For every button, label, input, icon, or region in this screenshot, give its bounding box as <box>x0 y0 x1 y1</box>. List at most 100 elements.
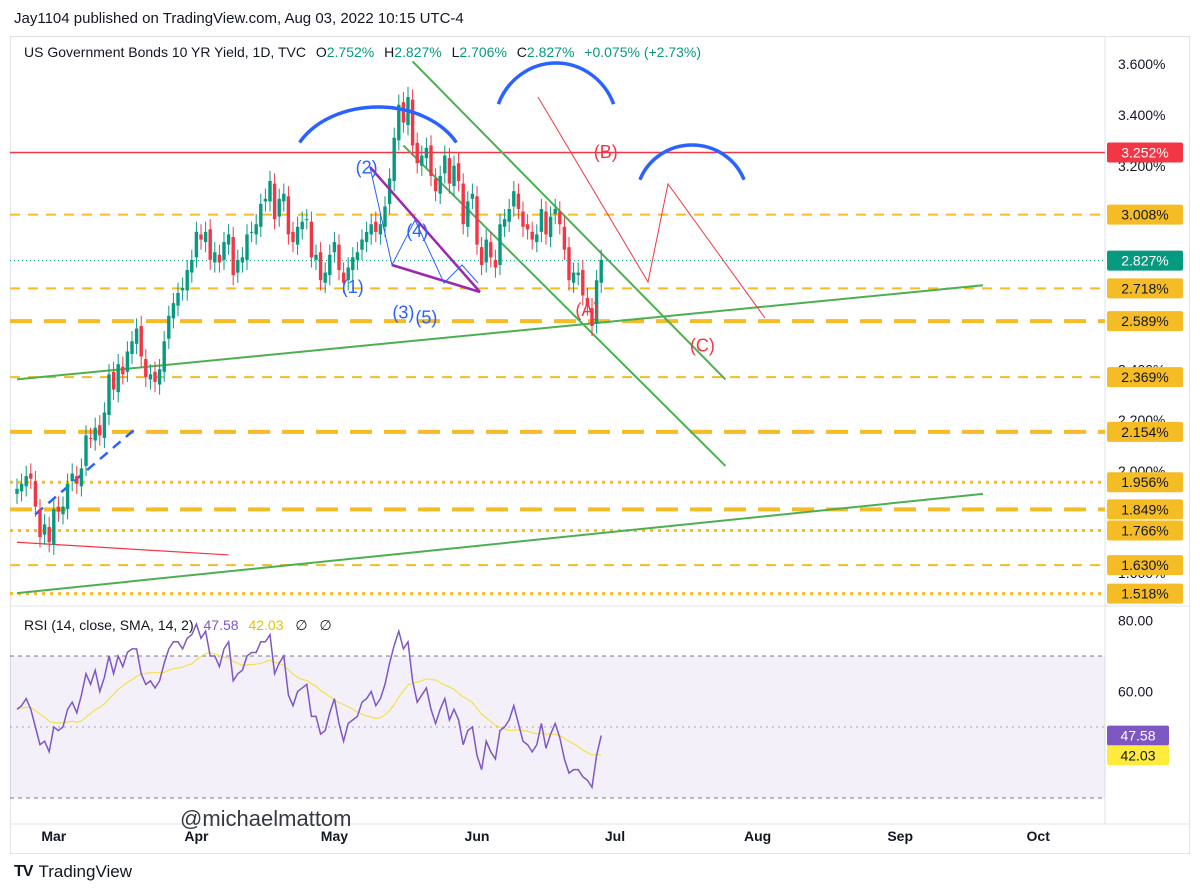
candle-body <box>314 254 318 260</box>
price-tick-label: 3.600% <box>1118 56 1165 72</box>
candle-body <box>282 193 286 202</box>
candle-body <box>180 287 185 291</box>
candle-body <box>590 308 594 327</box>
right-shoulder-arc[interactable] <box>638 143 746 181</box>
candle-body <box>378 224 383 235</box>
rsi-tick-label: 80.00 <box>1118 613 1153 629</box>
candle-body <box>553 208 557 215</box>
level-price-label: 3.252% <box>1121 145 1168 161</box>
candle-body <box>263 198 268 202</box>
candle-body <box>15 488 19 494</box>
level-price-label: 2.718% <box>1121 280 1168 296</box>
candle-body <box>153 371 157 382</box>
abc-wave-path <box>537 96 766 319</box>
candle-body <box>65 483 70 510</box>
candle-body <box>410 99 415 146</box>
candle-body <box>249 231 254 233</box>
candle-body <box>208 229 212 260</box>
candle-body <box>38 509 42 538</box>
candle-body <box>502 219 507 227</box>
watermark-text: @michaelmattom <box>180 806 352 831</box>
rsi-legend-sma: 42.03 <box>248 617 284 633</box>
candle-body <box>75 476 79 484</box>
wave-label: (C) <box>690 335 715 355</box>
candle-body <box>355 252 360 260</box>
tradingview-logo[interactable]: TV TradingView <box>14 862 132 882</box>
candle-body <box>360 239 364 250</box>
candle-body <box>79 468 84 487</box>
candle-body <box>88 437 93 439</box>
drawing-layer <box>298 61 766 319</box>
candle-body <box>222 242 226 260</box>
symbol-title[interactable]: US Government Bonds 10 YR Yield, 1D, TVC <box>24 44 306 60</box>
candle-body <box>351 257 355 271</box>
candle-body <box>548 216 553 237</box>
left-shoulder-arc[interactable] <box>298 105 458 144</box>
trendline-early-blue-dash[interactable] <box>34 426 138 516</box>
time-axis-label: Apr <box>184 828 209 844</box>
candle-body <box>479 247 484 265</box>
candle-body <box>139 326 143 357</box>
chart-frame <box>10 36 1190 854</box>
wave-label-layer: (1) (2) (3) (4) (5) (A) (B) (C) <box>342 142 715 355</box>
candle-layer <box>15 86 603 555</box>
hide-icon[interactable]: ∅ <box>295 617 308 633</box>
candle-body <box>121 366 125 375</box>
head-arc[interactable] <box>496 61 616 105</box>
candle-body <box>392 137 396 182</box>
candle-body <box>231 236 235 276</box>
rsi-pane: 80.00 60.00 47.58 42.03 <box>10 613 1169 799</box>
trendline-channel-upper[interactable] <box>411 60 727 381</box>
candle-body <box>525 224 530 230</box>
rsi-legend-label[interactable]: RSI (14, close, SMA, 14, 2) <box>24 617 194 633</box>
hide-icon-2[interactable]: ∅ <box>319 617 332 633</box>
rsi-line[interactable] <box>16 621 602 790</box>
candle-body <box>456 163 461 182</box>
candle-body <box>111 371 116 390</box>
wave-label: (A) <box>575 300 599 320</box>
level-price-badge <box>1107 142 1183 163</box>
trendline-upper-uptrend[interactable] <box>16 284 984 381</box>
candle-body <box>102 412 107 438</box>
change-value: +0.075% (+2.73%) <box>584 44 702 60</box>
level-price-badge <box>1107 278 1183 299</box>
price-tick-label: 3.400% <box>1118 107 1165 123</box>
candle-body <box>286 196 291 235</box>
candle-body <box>52 509 56 545</box>
candle-body <box>447 158 452 184</box>
candle-body <box>70 473 74 482</box>
candle-body <box>300 221 304 230</box>
candle-body <box>498 224 502 265</box>
trendline-channel-lower[interactable] <box>402 144 727 467</box>
low-label: L <box>451 44 460 60</box>
level-price-badge <box>1107 499 1183 520</box>
candle-body <box>383 206 387 227</box>
publisher-line: Jay1104 published on TradingView.com, Au… <box>14 10 464 27</box>
candle-body <box>190 259 194 273</box>
candle-body <box>162 341 166 372</box>
candle-body <box>33 481 38 507</box>
candle-body <box>544 211 548 235</box>
wedge-upper-line[interactable] <box>369 166 481 293</box>
candle-body <box>489 242 493 258</box>
trendline-lower-uptrend[interactable] <box>16 492 984 595</box>
candle-body <box>599 259 603 283</box>
time-axis: Mar Apr May Jun Jul Aug Sep Oct @michaelmattom <box>41 806 1050 844</box>
trendline-layer <box>16 60 984 595</box>
candle-body <box>429 145 433 176</box>
candle-body <box>19 483 24 492</box>
candle-body <box>29 473 33 479</box>
candle-body <box>443 155 447 174</box>
wedge-lower-line[interactable] <box>391 263 481 294</box>
tradingview-logo-icon: TV <box>14 863 33 880</box>
candle-body <box>539 208 544 232</box>
open-value: 2.752% <box>326 44 375 60</box>
price-axis: 3.600%3.400%3.200%2.600%2.400%2.200%2.00… <box>1107 56 1183 604</box>
candle-body <box>581 270 585 296</box>
level-price-label: 1.630% <box>1121 557 1168 573</box>
candle-body <box>585 298 590 306</box>
wave-label: (1) <box>342 277 364 297</box>
rsi-value-badge <box>1107 725 1169 746</box>
candle-body <box>226 234 231 245</box>
